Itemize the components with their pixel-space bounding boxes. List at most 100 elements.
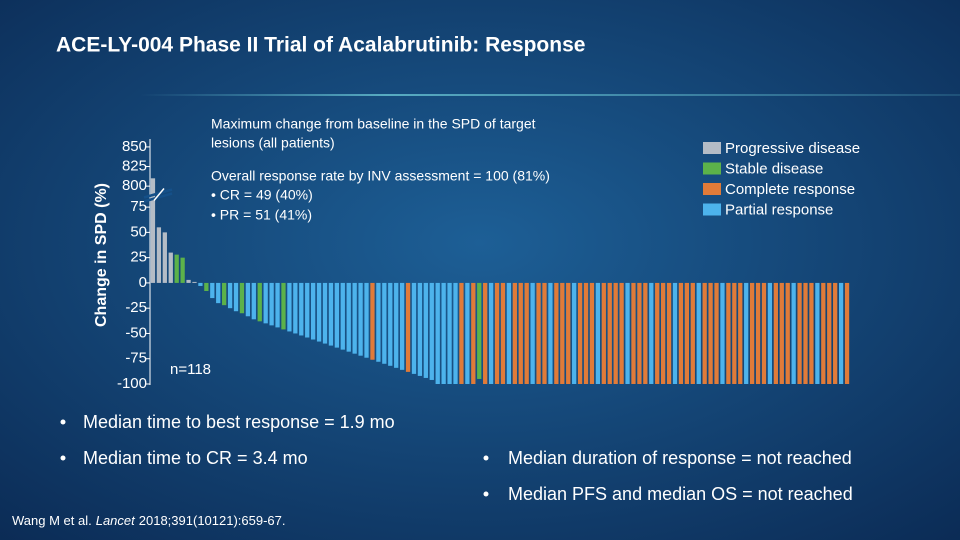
axis-break	[143, 192, 173, 203]
bar	[370, 282, 375, 360]
bar	[613, 282, 618, 384]
bar	[340, 282, 345, 350]
legend-label: Stable disease	[725, 160, 823, 177]
bar	[399, 282, 405, 370]
bar	[773, 282, 778, 384]
slide-title: ACE-LY-004 Phase II Trial of Acalabrutin…	[56, 34, 585, 57]
bar	[661, 282, 666, 384]
bar	[720, 282, 725, 384]
bar	[239, 282, 245, 314]
bar	[690, 282, 695, 384]
bar	[435, 282, 440, 384]
bar	[180, 257, 185, 283]
bar	[186, 279, 191, 283]
annotation: n=118	[170, 361, 211, 378]
y-tick-label: 0	[139, 274, 147, 291]
citation: Wang M et al. Lancet 2018;391(10121):659-6…	[12, 513, 286, 528]
bar	[322, 282, 328, 344]
bar	[702, 282, 707, 384]
bar	[251, 282, 256, 320]
bar	[429, 282, 434, 380]
axis-break	[153, 188, 165, 201]
bar	[334, 282, 339, 348]
bar	[423, 282, 428, 378]
citation-journal: Lancet	[96, 513, 136, 528]
bar	[494, 282, 500, 384]
bar	[388, 282, 393, 366]
bar	[666, 282, 672, 384]
bar	[844, 282, 850, 384]
bar	[394, 282, 399, 368]
bar	[263, 282, 268, 324]
legend-label: Partial response	[725, 201, 833, 218]
bar	[619, 282, 624, 384]
bar	[672, 282, 678, 384]
y-tick-label: 25	[130, 249, 147, 266]
bar	[785, 282, 790, 384]
bar	[714, 282, 719, 384]
bar	[198, 282, 203, 286]
bar	[233, 282, 239, 312]
y-tick-label: 800	[122, 177, 147, 194]
bar	[483, 282, 488, 384]
bar	[150, 178, 156, 283]
bar	[838, 282, 844, 384]
bar	[631, 282, 636, 384]
citation-rest: 2018;391(10121):659-67.	[139, 513, 286, 528]
bar	[755, 282, 761, 384]
note: lesions (all patients)	[211, 135, 335, 151]
bar	[827, 282, 832, 384]
bar	[696, 282, 701, 384]
y-tick-label: -25	[125, 299, 147, 316]
bar	[447, 282, 452, 384]
bar	[352, 282, 357, 354]
bar	[222, 282, 227, 306]
bar	[643, 282, 648, 384]
bar	[245, 282, 251, 317]
legend-swatch	[703, 142, 721, 154]
bullet-text: Median duration of response = not reache…	[508, 448, 852, 468]
bullet	[60, 455, 66, 461]
y-tick-label: -50	[125, 324, 147, 341]
bar	[168, 252, 173, 283]
bar	[625, 282, 630, 384]
bar	[465, 282, 470, 384]
bar	[637, 282, 642, 384]
bar	[791, 282, 796, 384]
bar	[417, 282, 423, 376]
bar	[471, 282, 476, 384]
bar	[287, 282, 292, 332]
axis-break	[143, 188, 173, 199]
bar	[275, 282, 280, 328]
bar	[500, 282, 506, 384]
y-tick-label: -100	[117, 375, 147, 392]
bar	[601, 282, 606, 384]
y-tick-label: 75	[130, 198, 147, 215]
divider	[140, 94, 960, 96]
bar	[459, 282, 464, 384]
bar	[281, 282, 286, 330]
bar	[761, 282, 767, 384]
bullet-text: Median PFS and median OS = not reached	[508, 484, 853, 504]
bar	[566, 282, 571, 384]
bar	[797, 282, 802, 384]
bar	[305, 282, 310, 338]
bar	[257, 282, 262, 322]
bar	[726, 282, 731, 384]
bar	[216, 282, 221, 304]
bar	[512, 282, 517, 384]
bullet-text: Median time to CR = 3.4 mo	[83, 448, 308, 468]
note: • CR = 49 (40%)	[211, 187, 313, 203]
citation-authors: Wang M et al.	[12, 513, 92, 528]
y-tick-label: -75	[125, 350, 147, 367]
bar	[524, 282, 529, 384]
y-tick-label: 50	[130, 223, 147, 240]
bar	[767, 282, 773, 384]
bar	[530, 282, 535, 384]
bar	[589, 282, 595, 384]
bar	[328, 282, 334, 346]
bar	[192, 281, 197, 283]
bar	[583, 282, 589, 384]
bar	[732, 282, 737, 384]
bar	[269, 282, 274, 326]
